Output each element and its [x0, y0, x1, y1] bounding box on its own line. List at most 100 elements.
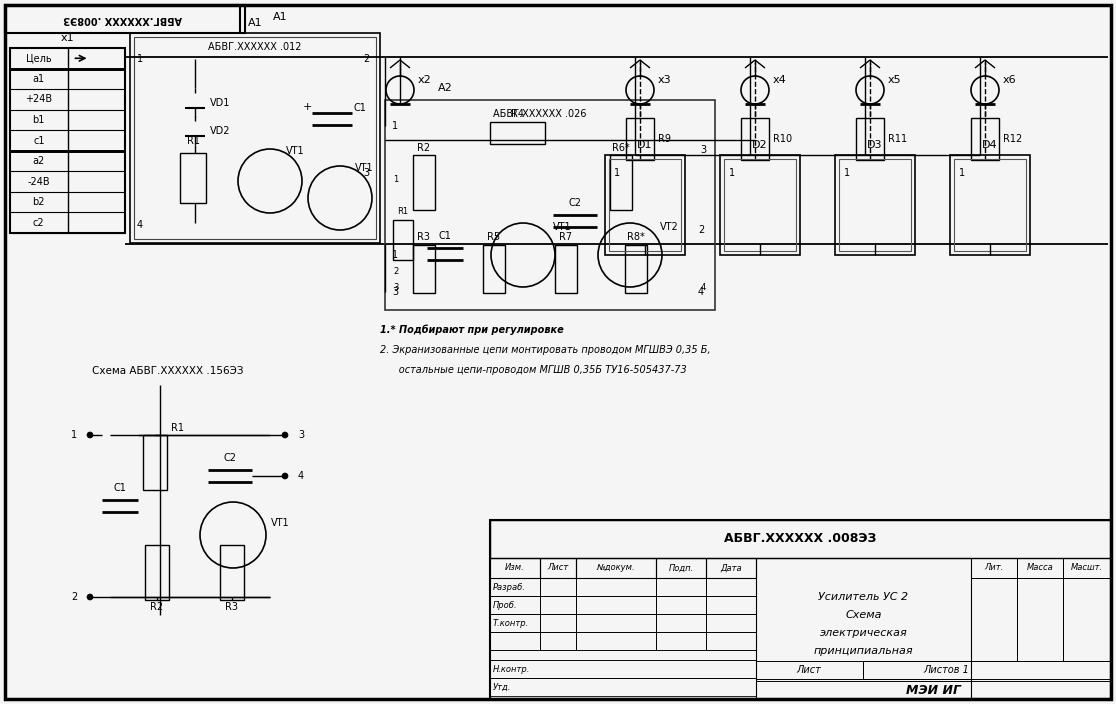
- Text: 2: 2: [393, 268, 398, 277]
- Bar: [839, 159, 911, 251]
- Bar: [954, 159, 1026, 251]
- Polygon shape: [185, 93, 205, 108]
- Text: А1: А1: [272, 12, 287, 22]
- Bar: [706, 558, 756, 578]
- Bar: [863, 661, 1112, 679]
- Text: 1: 1: [392, 250, 398, 260]
- Text: АБВГ.XXXXXX .026: АБВГ.XXXXXX .026: [493, 109, 587, 119]
- Text: VT1: VT1: [286, 146, 305, 156]
- Text: 3: 3: [392, 287, 398, 297]
- Circle shape: [87, 432, 93, 438]
- Text: 3: 3: [700, 145, 706, 155]
- Text: 1: 1: [393, 175, 398, 184]
- Bar: [490, 632, 540, 650]
- Text: Разраб.: Разраб.: [493, 582, 526, 591]
- Text: Подп.: Подп.: [668, 563, 694, 572]
- Text: R2: R2: [417, 143, 431, 153]
- Bar: [540, 614, 576, 632]
- Bar: [490, 558, 540, 578]
- Bar: [10, 48, 125, 233]
- Text: 3: 3: [393, 282, 398, 291]
- Text: Цель: Цель: [26, 54, 51, 63]
- Text: 1: 1: [137, 54, 143, 64]
- Bar: [656, 596, 706, 614]
- Bar: [490, 650, 756, 660]
- Bar: [413, 155, 435, 210]
- Text: Листов 1: Листов 1: [924, 665, 970, 675]
- Bar: [220, 545, 244, 600]
- Bar: [576, 596, 656, 614]
- Text: R1: R1: [397, 208, 408, 217]
- Bar: [393, 220, 413, 260]
- Text: АБВГ.XXXXXX .008ЭЗ: АБВГ.XXXXXX .008ЭЗ: [64, 14, 182, 24]
- Text: х2: х2: [418, 75, 432, 85]
- Text: Схема: Схема: [845, 610, 882, 620]
- Text: принципиальная: принципиальная: [814, 646, 913, 656]
- Bar: [756, 661, 863, 679]
- Bar: [610, 155, 632, 210]
- Text: АБВГ.XXXXXX .008ЭЗ: АБВГ.XXXXXX .008ЭЗ: [724, 532, 877, 546]
- Text: 4: 4: [298, 471, 305, 481]
- Text: А1: А1: [248, 18, 262, 28]
- Bar: [950, 155, 1030, 255]
- Text: х1: х1: [60, 33, 75, 43]
- Text: 1: 1: [844, 168, 850, 178]
- Bar: [626, 118, 654, 160]
- Text: -24В: -24В: [28, 177, 50, 187]
- Text: b1: b1: [32, 115, 45, 125]
- Text: R8*: R8*: [627, 232, 645, 242]
- Bar: [756, 558, 971, 699]
- Text: АБВГ.XXXXXX .012: АБВГ.XXXXXX .012: [209, 42, 301, 52]
- Text: Проб.: Проб.: [493, 601, 518, 610]
- Text: R6*: R6*: [612, 143, 629, 153]
- Text: Лист: Лист: [797, 665, 821, 675]
- Bar: [1017, 558, 1064, 578]
- Text: 3: 3: [363, 168, 369, 178]
- Bar: [413, 245, 435, 293]
- Text: +24В: +24В: [26, 94, 52, 104]
- Bar: [625, 245, 647, 293]
- Bar: [706, 578, 756, 596]
- Bar: [540, 596, 576, 614]
- Text: х3: х3: [658, 75, 672, 85]
- Text: Масса: Масса: [1027, 563, 1054, 572]
- Bar: [540, 632, 576, 650]
- Text: C1: C1: [114, 483, 126, 493]
- Bar: [656, 578, 706, 596]
- Bar: [1064, 578, 1112, 661]
- Text: VT1: VT1: [355, 163, 374, 173]
- Text: 3: 3: [298, 430, 305, 440]
- Text: 1: 1: [614, 168, 620, 178]
- Bar: [706, 596, 756, 614]
- Text: c2: c2: [33, 218, 45, 227]
- Bar: [720, 155, 800, 255]
- Text: R3: R3: [417, 232, 431, 242]
- Text: R2: R2: [151, 602, 164, 612]
- Text: 2: 2: [698, 225, 704, 235]
- Text: Изм.: Изм.: [506, 563, 525, 572]
- Text: Усилитель УС 2: Усилитель УС 2: [818, 593, 908, 603]
- Text: b2: b2: [32, 197, 45, 207]
- Bar: [756, 681, 1112, 699]
- Text: 1: 1: [71, 430, 77, 440]
- Text: R7: R7: [559, 232, 573, 242]
- Text: VT1: VT1: [271, 518, 290, 528]
- Text: 1.* Подбирают при регулировке: 1.* Подбирают при регулировке: [381, 325, 564, 335]
- Bar: [129, 33, 381, 243]
- Bar: [385, 100, 715, 310]
- Text: 2: 2: [70, 592, 77, 602]
- Text: R3: R3: [225, 602, 239, 612]
- Text: VT1: VT1: [554, 222, 571, 232]
- Bar: [706, 632, 756, 650]
- Text: D1: D1: [637, 140, 653, 150]
- Bar: [576, 578, 656, 596]
- Text: C2: C2: [568, 198, 581, 208]
- Bar: [1017, 578, 1064, 661]
- Text: VT2: VT2: [660, 222, 679, 232]
- Bar: [971, 558, 1017, 578]
- Bar: [134, 37, 376, 239]
- Bar: [490, 660, 756, 678]
- Text: электрическая: электрическая: [819, 629, 907, 639]
- Text: R9: R9: [658, 134, 671, 144]
- Text: Т.контр.: Т.контр.: [493, 619, 529, 627]
